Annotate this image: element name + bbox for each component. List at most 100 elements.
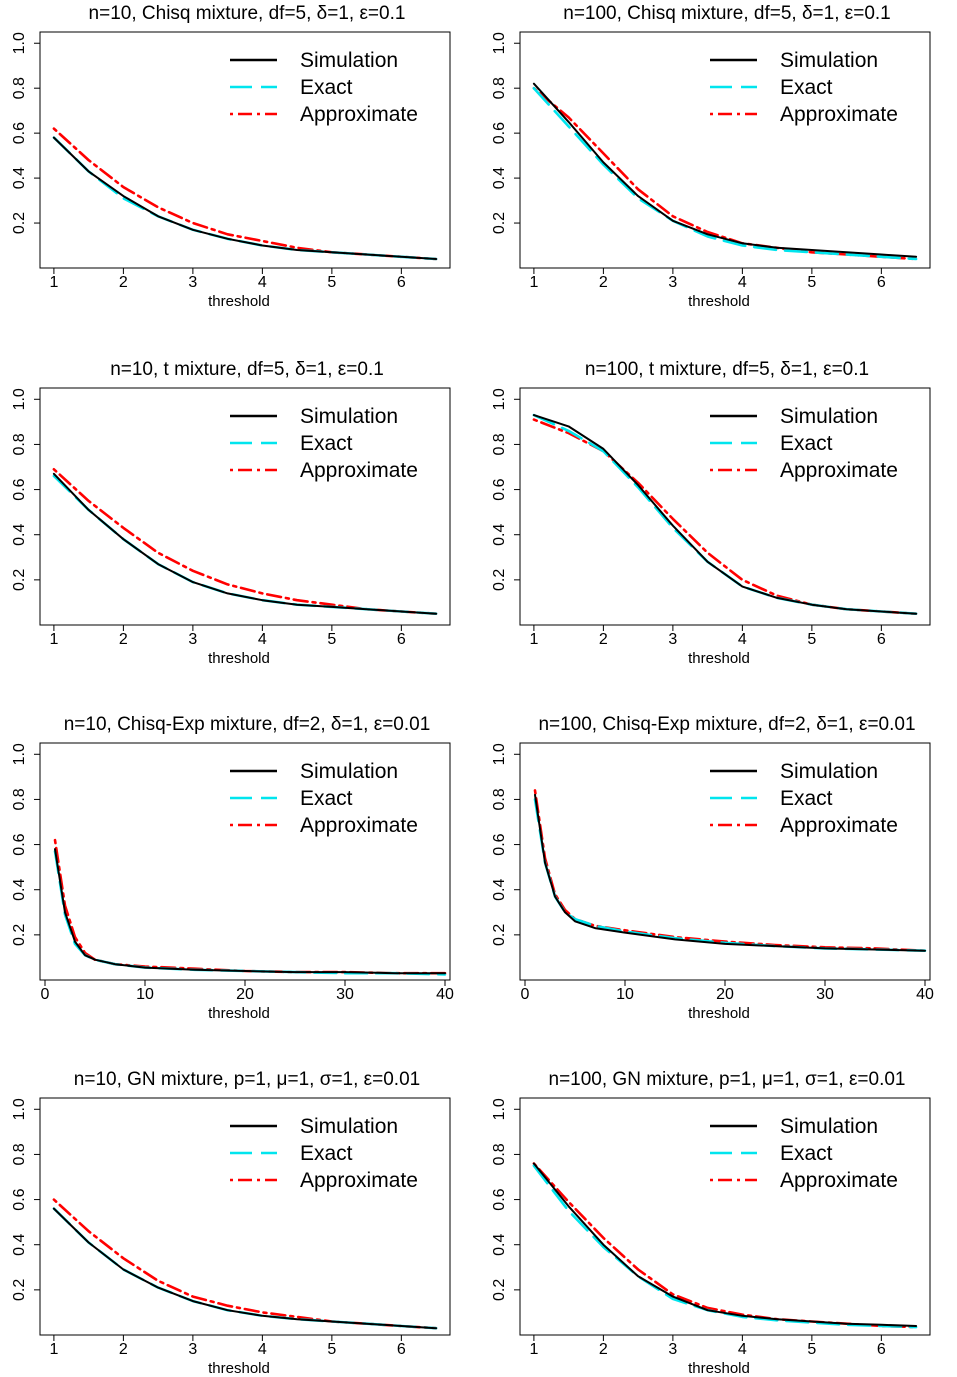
y-tick-label: 0.2: [491, 924, 508, 946]
panel-1: n=10, Chisq mixture, df=5, δ=1, ε=0.1 1 2 3…: [11, 3, 451, 310]
x-tick-label: 6: [397, 1341, 406, 1358]
panel-title: n=10, GN mixture, p=1, μ=1, σ=1, ε=0.01: [74, 1069, 420, 1090]
x-tick-label: 30: [336, 986, 354, 1003]
y-tick-label: 1.0: [11, 1098, 28, 1120]
y-tick-label: 1.0: [11, 388, 28, 410]
series-line-simulation: [52, 1207, 438, 1330]
y-tick-label: 1.0: [11, 743, 28, 765]
legend-label: Simulation: [780, 1115, 878, 1138]
series-line-simulation: [532, 82, 918, 258]
x-tick-label: 2: [119, 274, 128, 291]
x-tick-label: 5: [807, 274, 816, 291]
y-tick-label: 0.6: [491, 1188, 508, 1210]
x-tick-label: 2: [599, 631, 608, 648]
x-tick-label: 0: [41, 986, 50, 1003]
x-tick-label: 1: [529, 631, 538, 648]
x-tick-label: 3: [668, 631, 677, 648]
y-tick-label: 0.8: [491, 788, 508, 810]
panel-4: n=100, t mixture, df=5, δ=1, ε=0.1 1 2 3 4 5 6…: [491, 359, 931, 667]
series-line-approximate: [532, 1162, 918, 1329]
plot-frame: [519, 387, 931, 626]
series-line-exact: [52, 474, 438, 616]
y-tick-label: 0.6: [491, 122, 508, 144]
x-tick-label: 5: [327, 274, 336, 291]
panel-8: n=100, GN mixture, p=1, μ=1, σ=1, ε=0.01…: [491, 1069, 931, 1377]
y-tick-label: 0.4: [11, 523, 28, 545]
legend-label: Simulation: [300, 760, 398, 783]
y-tick-label: 0.4: [11, 1233, 28, 1255]
x-tick-label: 6: [877, 631, 886, 648]
panel-title: n=100, t mixture, df=5, δ=1, ε=0.1: [585, 359, 869, 380]
panel-7: n=10, GN mixture, p=1, μ=1, σ=1, ε=0.01 1…: [11, 1069, 451, 1377]
legend-label: Exact: [300, 1142, 353, 1165]
x-tick-label: 6: [877, 274, 886, 291]
x-tick-label: 2: [599, 274, 608, 291]
x-tick-label: 2: [599, 1341, 608, 1358]
legend-label: Simulation: [780, 760, 878, 783]
panel-title: n=10, t mixture, df=5, δ=1, ε=0.1: [110, 359, 384, 380]
x-axis-label: threshold: [688, 1005, 750, 1022]
x-tick-label: 3: [188, 631, 197, 648]
legend-label: Exact: [780, 787, 833, 810]
y-tick-label: 0.4: [491, 1233, 508, 1255]
x-tick-label: 20: [236, 986, 254, 1003]
x-tick-label: 6: [397, 274, 406, 291]
legend-label: Exact: [300, 787, 353, 810]
y-tick-label: 0.8: [11, 1143, 28, 1165]
series-line-approximate: [52, 127, 438, 261]
x-tick-label: 1: [49, 631, 58, 648]
x-tick-label: 6: [397, 631, 406, 648]
y-tick-label: 0.2: [11, 212, 28, 234]
x-tick-label: 4: [258, 1341, 267, 1358]
y-tick-label: 0.8: [491, 1143, 508, 1165]
legend-label: Exact: [780, 1142, 833, 1165]
x-tick-label: 3: [668, 1341, 677, 1358]
legend-label: Simulation: [780, 49, 878, 72]
y-tick-label: 0.8: [491, 77, 508, 99]
series-line-approximate: [53, 838, 447, 975]
plot-frame: [519, 1097, 931, 1336]
y-tick-label: 0.6: [11, 122, 28, 144]
plot-frame: [39, 31, 451, 269]
series-line-simulation: [52, 472, 438, 615]
series-line-simulation: [532, 414, 918, 615]
series-line-approximate: [532, 86, 918, 261]
legend-label: Simulation: [300, 1115, 398, 1138]
x-tick-label: 20: [716, 986, 734, 1003]
x-axis-label: threshold: [688, 1360, 750, 1377]
y-tick-label: 1.0: [491, 388, 508, 410]
x-tick-label: 40: [916, 986, 934, 1003]
series-line-simulation: [534, 793, 926, 952]
y-tick-label: 0.6: [11, 478, 28, 500]
x-tick-label: 4: [738, 631, 747, 648]
x-tick-label: 0: [521, 986, 530, 1003]
panel-6: n=100, Chisq-Exp mixture, df=2, δ=1, ε=0…: [491, 714, 934, 1022]
x-tick-label: 2: [119, 631, 128, 648]
legend-label: Exact: [300, 432, 353, 455]
y-tick-label: 0.2: [11, 1279, 28, 1301]
y-tick-label: 0.6: [11, 833, 28, 855]
legend-label: Exact: [780, 76, 833, 99]
panel-5: n=10, Chisq-Exp mixture, df=2, δ=1, ε=0.…: [11, 714, 454, 1022]
y-tick-label: 0.8: [11, 788, 28, 810]
x-tick-label: 3: [188, 1341, 197, 1358]
x-tick-label: 5: [807, 1341, 816, 1358]
legend-label: Approximate: [780, 814, 898, 837]
legend-label: Approximate: [300, 814, 418, 837]
y-tick-label: 1.0: [11, 32, 28, 54]
series-line-approximate: [52, 1198, 438, 1330]
legend-label: Approximate: [780, 459, 898, 482]
y-tick-label: 1.0: [491, 32, 508, 54]
series-line-simulation: [54, 848, 446, 975]
legend: Simulation Exact Approximate: [230, 760, 418, 837]
y-tick-label: 0.4: [11, 167, 28, 189]
panel-title: n=100, Chisq-Exp mixture, df=2, δ=1, ε=0…: [538, 714, 915, 735]
series-line-simulation: [532, 1162, 918, 1327]
panel-title: n=100, GN mixture, p=1, μ=1, σ=1, ε=0.01: [549, 1069, 906, 1090]
x-tick-label: 5: [327, 631, 336, 648]
x-tick-label: 4: [258, 631, 267, 648]
plot-frame: [519, 31, 931, 269]
x-tick-label: 1: [49, 274, 58, 291]
x-tick-label: 10: [136, 986, 154, 1003]
